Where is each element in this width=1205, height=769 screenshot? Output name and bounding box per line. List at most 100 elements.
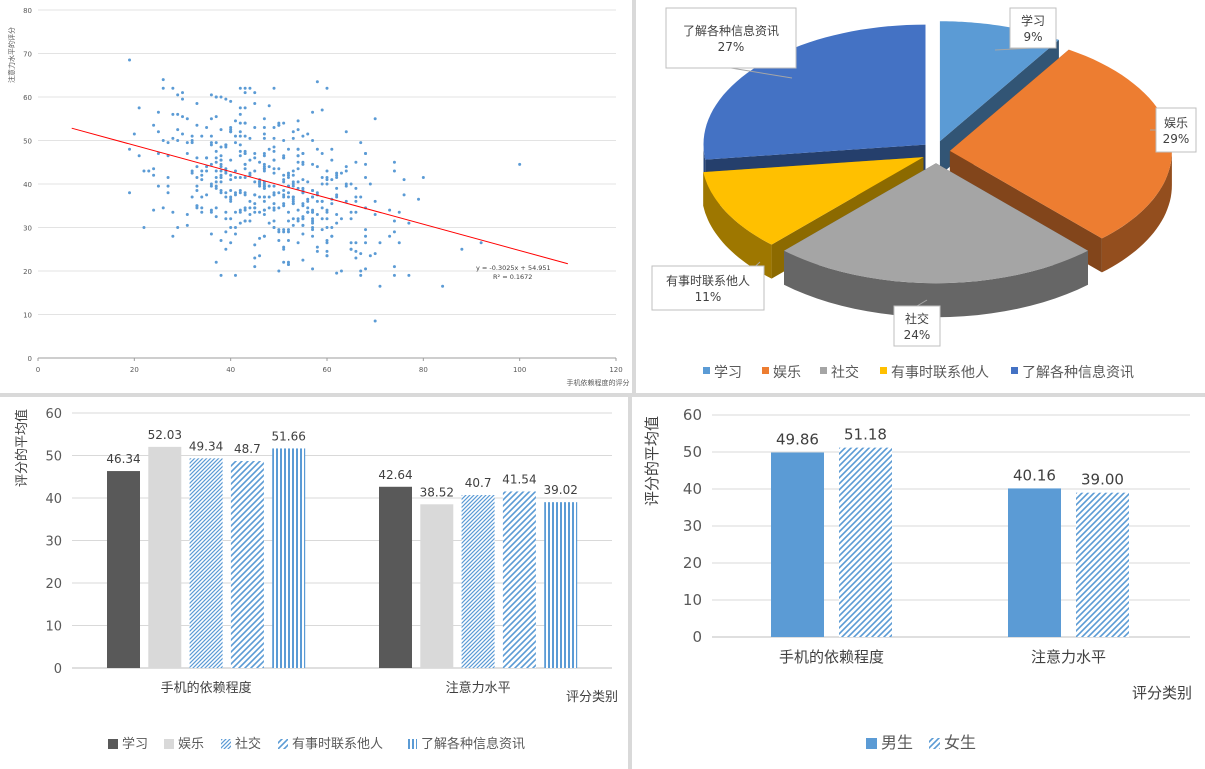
scatter-point — [335, 212, 339, 216]
scatter-point — [262, 154, 266, 158]
scatter-point — [219, 145, 223, 149]
legend-label: 娱乐 — [178, 737, 204, 752]
scatter-point — [378, 241, 382, 245]
callout-percent: 9% — [1023, 30, 1042, 44]
scatter-point — [301, 258, 305, 262]
scatter-point — [402, 178, 406, 182]
scatter-point — [233, 141, 237, 145]
scatter-point — [171, 136, 175, 140]
scatter-point — [243, 91, 247, 95]
scatter-point — [291, 199, 295, 203]
legend-label: 有事时联系他人 — [292, 737, 383, 752]
legend-swatch — [1011, 367, 1018, 374]
legend-swatch — [820, 367, 827, 374]
scatter-point — [233, 119, 237, 123]
scatter-point — [282, 260, 286, 264]
scatter-point — [311, 195, 315, 199]
scatter-point — [359, 195, 363, 199]
scatter-point — [364, 152, 368, 156]
scatter-point — [253, 202, 257, 206]
scatter-point — [132, 132, 136, 136]
legend-swatch — [866, 738, 877, 749]
scatter-point — [291, 136, 295, 140]
scatter-point — [291, 180, 295, 184]
scatter-point — [147, 169, 151, 173]
scatter-point — [238, 154, 242, 158]
scatter-point — [291, 169, 295, 173]
pie-slice-3 — [784, 163, 1088, 284]
scatter-point — [214, 260, 218, 264]
scatter-point — [301, 202, 305, 206]
data-label: 42.64 — [378, 468, 412, 482]
scatter-point — [214, 180, 218, 184]
scatter-point — [262, 208, 266, 212]
scatter-point — [325, 226, 329, 229]
scatter-point — [181, 97, 184, 101]
scatter-point — [253, 206, 257, 210]
scatter-point — [262, 162, 266, 166]
scatter-point — [301, 232, 305, 236]
scatter-point — [229, 241, 233, 245]
x-tick-label: 80 — [419, 366, 428, 374]
scatter-point — [335, 171, 339, 175]
scatter-point — [262, 165, 266, 169]
scatter-point — [368, 182, 372, 186]
scatter-point — [325, 241, 329, 245]
scatter-point — [176, 226, 180, 229]
scatter-point — [152, 208, 156, 212]
scatter-point — [359, 273, 363, 277]
scatter-point — [209, 93, 213, 97]
scatter-point — [219, 239, 223, 243]
legend-label: 有事时联系他人 — [891, 365, 989, 381]
data-label: 41.54 — [502, 472, 536, 486]
scatter-point — [243, 106, 247, 110]
scatter-point — [373, 252, 377, 256]
scatter-point — [229, 197, 233, 201]
scatter-point — [296, 147, 300, 151]
scatter-point — [392, 160, 396, 164]
scatter-point — [311, 228, 315, 232]
scatter-point — [344, 165, 348, 169]
scatter-point — [335, 271, 339, 275]
callout-category: 娱乐 — [1164, 116, 1188, 130]
scatter-panel: 0 10 20 30 40 50 60 70 80 0 20 40 60 80 100 120 手机依赖程度的评… — [0, 0, 632, 393]
legend-swatch — [929, 738, 940, 749]
scatter-point — [200, 173, 204, 177]
scatter-point — [286, 260, 290, 264]
bar — [1076, 492, 1129, 637]
scatter-point — [282, 247, 286, 251]
scatter-point — [195, 156, 199, 160]
legend-label: 娱乐 — [773, 365, 801, 381]
scatter-point — [296, 154, 300, 158]
scatter-point — [243, 193, 247, 197]
scatter-point — [282, 228, 286, 232]
pie-slice-5 — [703, 24, 926, 160]
scatter-point — [272, 145, 276, 149]
data-callout — [665, 7, 797, 69]
scatter-point — [282, 230, 286, 234]
x-tick-label: 100 — [513, 366, 526, 374]
scatter-point — [258, 236, 262, 240]
scatter-point — [262, 136, 266, 140]
scatter-point — [291, 197, 295, 201]
scatter-point — [224, 217, 228, 221]
y-tick-label: 10 — [683, 591, 702, 609]
scatter-point — [209, 134, 213, 138]
scatter-point — [248, 212, 252, 216]
legend-label: 社交 — [831, 364, 859, 381]
data-label: 52.03 — [148, 428, 182, 442]
scatter-point — [296, 219, 300, 223]
data-label: 38.52 — [420, 485, 454, 499]
scatter-point — [176, 128, 180, 132]
scatter-point — [214, 156, 218, 160]
scatter-point — [272, 226, 276, 229]
scatter-point — [200, 178, 204, 182]
scatter-point — [195, 102, 199, 106]
scatter-point — [233, 226, 237, 229]
scatter-point — [209, 210, 213, 214]
scatter-point — [233, 175, 237, 179]
scatter-point — [185, 212, 189, 216]
scatter-point — [219, 169, 223, 173]
data-label: 51.66 — [272, 429, 306, 443]
scatter-point — [301, 217, 305, 221]
